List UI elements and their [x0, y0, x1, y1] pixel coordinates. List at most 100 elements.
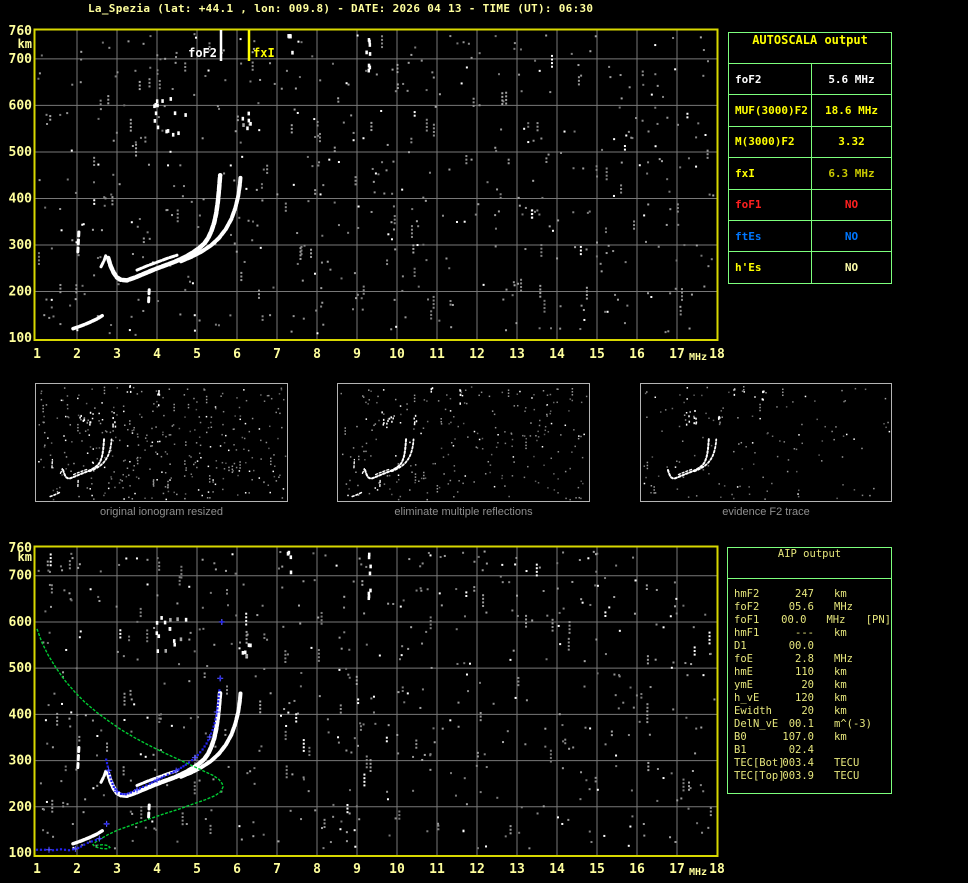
svg-text:12: 12 — [469, 347, 485, 362]
page-title: La_Spezia (lat: +44.1 , lon: 009.8) - DA… — [88, 2, 594, 15]
param-value: 003.4 — [782, 757, 814, 769]
param-value: --- — [795, 627, 814, 639]
param-label: B0 — [734, 731, 747, 743]
svg-text:400: 400 — [9, 707, 33, 722]
svg-text:7: 7 — [273, 347, 281, 362]
param-unit: km — [834, 627, 847, 639]
param-value: NO — [844, 198, 859, 212]
param-unit: km — [834, 666, 847, 678]
param-unit: TECU — [834, 757, 860, 769]
table-row: B0 107.0 km — [728, 731, 891, 744]
svg-text:km: km — [18, 550, 32, 564]
svg-text:13: 13 — [509, 347, 525, 362]
param-value: NO — [844, 261, 859, 275]
table-header: AIP output — [728, 548, 891, 579]
svg-text:3: 3 — [113, 347, 121, 362]
param-label: foF2 — [734, 601, 760, 613]
table-row: B1 02.4 — [728, 744, 891, 757]
param-label: foF2 — [729, 64, 812, 95]
param-unit: km — [834, 588, 847, 600]
svg-text:100: 100 — [9, 846, 33, 861]
table-row: M(3000)F2 3.32 — [729, 126, 891, 159]
param-unit — [834, 640, 874, 653]
param-label: B1 — [734, 744, 747, 756]
param-unit: m^(-3) — [834, 718, 872, 730]
param-unit: MHz — [826, 614, 846, 626]
svg-text:200: 200 — [9, 284, 33, 299]
svg-text:6: 6 — [233, 347, 241, 362]
svg-text:9: 9 — [353, 862, 361, 877]
param-value: 18.6 MHz — [825, 104, 878, 118]
table-row: TEC[Bot] 003.4 TECU — [728, 757, 891, 770]
param-unit: km — [834, 692, 847, 704]
param-unit — [834, 744, 874, 757]
param-value: 20 — [801, 705, 814, 717]
param-value: 20 — [801, 679, 814, 691]
table-row: D1 00.0 — [728, 640, 891, 653]
profile-curve — [36, 628, 224, 850]
svg-text:500: 500 — [9, 661, 33, 676]
table-row: h'Es NO — [729, 252, 891, 283]
model-trace — [35, 618, 225, 853]
table-row: foF2 5.6 MHz — [729, 64, 891, 96]
param-extra: [PN] — [865, 614, 891, 626]
svg-text:600: 600 — [9, 615, 33, 630]
param-label: M(3000)F2 — [729, 126, 812, 158]
param-value: 6.3 MHz — [828, 166, 875, 180]
svg-text:300: 300 — [9, 754, 33, 769]
processing-panel-0 — [35, 383, 288, 502]
svg-text:3: 3 — [113, 862, 121, 877]
panel-caption: original ionogram resized — [100, 506, 223, 518]
param-label: foF1 — [734, 614, 760, 626]
fxI-marker-label: fxI — [253, 46, 275, 60]
svg-text:1: 1 — [33, 862, 41, 877]
svg-text:MHz: MHz — [689, 867, 707, 878]
svg-text:12: 12 — [469, 862, 485, 877]
table-row: foE 2.8 MHz — [728, 653, 891, 666]
param-value: 003.9 — [782, 770, 814, 782]
param-value: 5.6 MHz — [828, 72, 875, 86]
autoscala-table: AUTOSCALA output foF2 5.6 MHz MUF(3000)F2 1… — [728, 32, 892, 284]
param-value: 110 — [795, 666, 814, 678]
table-body: hmF2 247 km foF2 05.6 MHz foF1 00.0 MHz [PN] hmF1 -… — [728, 579, 891, 793]
foF2-marker-label: foF2 — [188, 46, 217, 60]
param-label: MUF(3000)F2 — [729, 95, 812, 126]
table-row: foF1 00.0 MHz [PN] — [728, 614, 891, 627]
svg-text:15: 15 — [589, 347, 605, 362]
svg-text:760: 760 — [9, 541, 33, 556]
aip-table: AIP output hmF2 247 km foF2 05.6 MHz foF1 00.0 M… — [727, 547, 892, 794]
svg-text:18: 18 — [709, 347, 725, 362]
param-label: hmE — [734, 666, 753, 678]
svg-text:6: 6 — [233, 862, 241, 877]
svg-text:300: 300 — [9, 238, 33, 253]
param-label: fxI — [729, 158, 812, 189]
svg-text:600: 600 — [9, 98, 33, 113]
svg-text:13: 13 — [509, 862, 525, 877]
param-label: Ewidth — [734, 705, 772, 717]
table-row: DelN_vE 00.1 m^(-3) — [728, 718, 891, 731]
svg-text:700: 700 — [9, 52, 33, 67]
param-value: 02.4 — [788, 744, 814, 756]
param-label: ftEs — [729, 220, 812, 252]
param-label: h_vE — [734, 692, 760, 704]
svg-text:200: 200 — [9, 800, 33, 815]
processing-panel-2 — [640, 383, 892, 502]
param-label: TEC[Top] — [734, 770, 785, 782]
table-row: foF1 NO — [729, 189, 891, 221]
svg-text:4: 4 — [153, 862, 161, 877]
svg-text:15: 15 — [589, 862, 605, 877]
param-label: DelN_vE — [734, 718, 779, 730]
svg-text:700: 700 — [9, 569, 33, 584]
svg-text:2: 2 — [73, 347, 81, 362]
param-value: NO — [844, 229, 859, 243]
table-row: hmE 110 km — [728, 666, 891, 679]
svg-text:4: 4 — [153, 347, 161, 362]
table-row: h_vE 120 km — [728, 692, 891, 705]
param-unit: MHz — [834, 653, 853, 665]
param-unit: MHz — [834, 601, 853, 613]
svg-text:16: 16 — [629, 862, 645, 877]
table-row: ymE 20 km — [728, 679, 891, 692]
svg-text:14: 14 — [549, 347, 565, 362]
param-value: 00.0 — [781, 614, 807, 626]
